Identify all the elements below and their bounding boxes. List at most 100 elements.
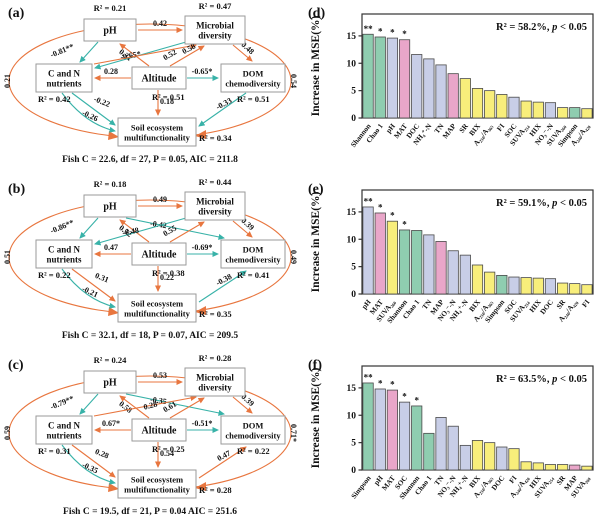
bar-NO₃⁻-N: [544, 102, 557, 119]
bar-A₂₄₀/A₄₂₀: [581, 108, 593, 119]
sem-node-label: DOM: [243, 245, 264, 255]
bar-Chao 1: [411, 230, 423, 295]
bar-A₂₅₀/A₃₆₅: [484, 271, 496, 295]
sem-edge-micro_dom: [232, 396, 253, 414]
sem-panel-a: 0.42-0.81** 0.31-0.65* 0.52 0.58 0.480.28 -0.…: [3, 1, 298, 165]
bar-MAT: [398, 39, 411, 119]
sem-node-dom: [220, 415, 286, 445]
r-squared-label: R² = 0.28: [199, 485, 232, 495]
bar-SUVA₂₆₀: [581, 465, 593, 471]
sem-node-label: C and N: [48, 245, 81, 255]
panel-letter: (a): [8, 6, 25, 21]
sem-edge-micro_cn: [94, 217, 187, 246]
sem-edge-micro_dom: [232, 44, 253, 62]
bar-MAT: [374, 212, 386, 295]
r-squared-label: R² = 0.38: [152, 268, 185, 278]
r-squared-annotation: R² = 59.1%, p < 0.05: [496, 198, 587, 209]
bar-SUVA₂₅₄: [544, 464, 557, 471]
sem-edge-ph_dom: [125, 393, 225, 416]
path-coefficient: -0.65*: [192, 67, 213, 76]
path-coefficient: 0.58: [117, 399, 134, 415]
panel-letter: (d): [308, 6, 325, 21]
r-squared-label: R² = 0.42: [38, 94, 71, 104]
y-axis-title: Increase in MSE(%): [310, 15, 322, 116]
sem-edge-alt_ph: [119, 219, 150, 243]
path-coefficient: 0.49: [153, 195, 167, 204]
r-squared-label: R² = 0.21: [94, 3, 127, 13]
path-coefficient: -0.51*: [192, 419, 213, 428]
path-coefficient: 0.53: [153, 371, 167, 380]
bar-HIX: [532, 101, 544, 119]
path-coefficient: -0.33: [214, 96, 233, 112]
outer-right-arrowhead-icon: [195, 130, 206, 139]
sem-node-soil: [117, 117, 197, 147]
sem-node-cn: [35, 63, 93, 93]
bar-SUVA₂₆₀: [557, 107, 569, 119]
path-coefficient: 0.67*: [102, 419, 120, 428]
sem-node-dom: [220, 63, 286, 93]
bar-TN: [435, 64, 447, 119]
bar-SUVA₂₆₀: [386, 220, 398, 295]
outer-left-arrowhead-icon: [108, 483, 119, 492]
x-tick-label: MAP: [440, 121, 458, 140]
bar-Simpson: [569, 107, 581, 119]
bar-FI: [496, 94, 508, 119]
bar-SOC: [508, 96, 520, 119]
path-coefficient: -0.35: [149, 395, 167, 406]
bar-SOC: [508, 276, 520, 295]
r-squared-label: R² = 0.47: [199, 1, 232, 11]
sem-node-label: Altitude: [142, 250, 178, 261]
sem-node-label: chemodiversity: [225, 255, 281, 265]
bar-FI: [581, 284, 593, 295]
y-tick-label: 10: [347, 59, 357, 69]
significance-stars: *: [390, 380, 395, 390]
sem-edge-ph_cn: [79, 393, 99, 415]
significance-stars: *: [378, 378, 383, 388]
r-squared-label: R² = 0.22: [237, 446, 270, 456]
bar-pH: [386, 37, 398, 119]
sem-node-label: chemodiversity: [225, 79, 281, 89]
sem-edge-soil_dom: [198, 446, 247, 479]
path-coefficient: 0.22: [160, 273, 174, 282]
bar-A₂₄₀/A₄₂₀: [520, 461, 532, 471]
sem-edge-soil_dom: [198, 270, 247, 303]
sem-edge-ph_dom: [125, 217, 225, 240]
sem-edge-cn_soil1: [71, 92, 116, 126]
significance-stars: *: [378, 202, 383, 212]
sem-edge-alt_micro: [169, 45, 205, 67]
bar-A₂₅₀/A₃₆₅: [484, 442, 496, 471]
sem-node-label: multifunctionality: [124, 309, 190, 319]
r-squared-label: R² = 0.22: [38, 270, 71, 280]
bar-SR: [557, 282, 569, 295]
path-coefficient: 0.71*: [289, 424, 298, 442]
sem-edge-cn_micro: [93, 43, 197, 65]
sem-edge-ph_cn: [79, 41, 99, 63]
path-coefficient: 0.18: [160, 97, 174, 106]
bar-SUVA₂₅₄: [520, 277, 532, 295]
path-coefficient: -0.48: [122, 226, 140, 238]
r-squared-label: R² = 0.41: [237, 270, 270, 280]
sem-node-ph: [83, 194, 137, 218]
path-coefficient: -0.81**: [49, 42, 75, 60]
bar-pH: [362, 206, 374, 295]
sem-node-ph: [83, 18, 137, 42]
sem-edge-cn_soil1: [71, 268, 116, 302]
path-coefficient: 0.28: [104, 67, 118, 76]
bar-Shannon: [411, 405, 423, 471]
bar-DOC: [544, 278, 557, 295]
y-tick-label: 10: [347, 235, 357, 245]
significance-stars: *: [402, 392, 407, 402]
bar-pH: [374, 388, 386, 471]
path-coefficient: -0.21: [81, 284, 100, 299]
bar-Shannon: [362, 33, 374, 119]
r-squared-annotation: R² = 58.2%, p < 0.05: [496, 22, 587, 33]
sem-node-label: Altitude: [142, 74, 178, 85]
bar-BIX: [471, 440, 484, 471]
sem-panel-c: 0.53-0.79** 0.58 -0.350.28 0.61 0.390.67* -0.…: [3, 353, 298, 517]
panel-letter: (b): [8, 182, 25, 197]
significance-stars: *: [378, 26, 383, 36]
path-coefficient: 0.59: [3, 426, 12, 440]
sem-edge-cn_soil2: [61, 92, 116, 133]
